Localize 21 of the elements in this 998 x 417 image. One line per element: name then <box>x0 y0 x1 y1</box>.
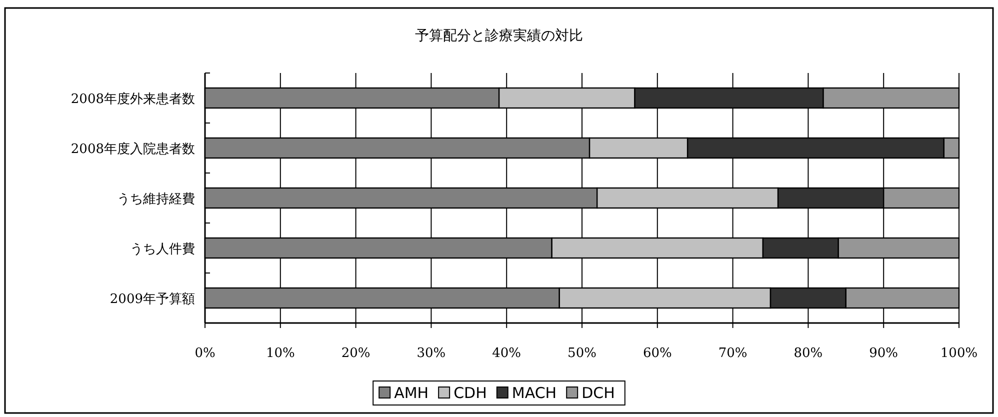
x-tick-label: 20% <box>341 346 370 361</box>
legend-label: CDH <box>454 384 487 402</box>
x-tick-label: 30% <box>416 346 446 361</box>
legend-label: MACH <box>512 384 557 402</box>
y-tick-label: うち維持経費 <box>117 192 195 207</box>
x-tick-label: 10% <box>266 346 295 361</box>
chart-title: 予算配分と診療実績の対比 <box>415 28 583 44</box>
x-tick-label: 90% <box>869 346 898 361</box>
x-tick-label: 40% <box>492 346 522 361</box>
y-tick-label: うち人件費 <box>130 242 195 257</box>
x-tick-label: 0% <box>194 346 216 361</box>
y-tick-label: 2009年予算額 <box>110 292 195 307</box>
x-tick-label: 60% <box>642 346 672 361</box>
y-tick-label: 2008年度外来患者数 <box>70 91 195 107</box>
x-tick-label: 50% <box>568 346 596 361</box>
x-tick-label: 70% <box>718 346 748 361</box>
legend-label: DCH <box>582 384 615 402</box>
x-tick-label: 80% <box>794 346 823 361</box>
legend-label: AMH <box>394 384 429 402</box>
x-tick-label: 100% <box>940 346 978 361</box>
y-tick-label: 2008年度入院患者数 <box>70 141 195 157</box>
